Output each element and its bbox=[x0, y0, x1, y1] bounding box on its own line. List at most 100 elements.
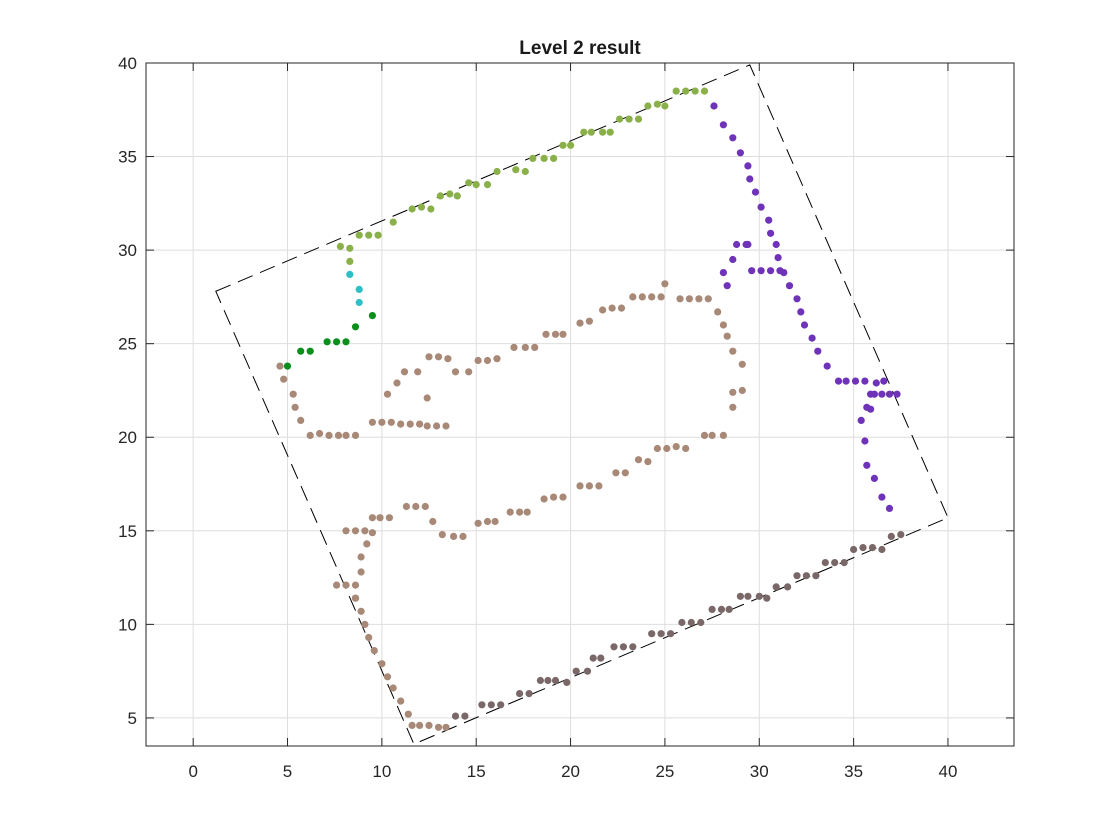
data-point bbox=[436, 192, 444, 200]
data-point bbox=[416, 420, 424, 428]
data-point bbox=[697, 618, 705, 627]
data-point bbox=[442, 723, 450, 731]
data-point bbox=[617, 304, 626, 312]
data-point bbox=[859, 544, 867, 552]
data-point bbox=[868, 544, 877, 552]
data-point bbox=[429, 517, 437, 526]
data-point bbox=[695, 295, 703, 303]
data-point bbox=[434, 723, 443, 731]
data-point bbox=[648, 630, 656, 638]
data-point bbox=[521, 167, 529, 176]
data-point bbox=[333, 338, 341, 346]
data-point bbox=[765, 216, 773, 224]
data-point bbox=[834, 377, 843, 385]
data-point bbox=[434, 353, 443, 361]
data-point bbox=[772, 583, 780, 591]
y-tick-label: 30 bbox=[118, 241, 137, 260]
data-point bbox=[333, 581, 341, 589]
data-point bbox=[784, 583, 792, 591]
data-point bbox=[704, 295, 712, 303]
data-point bbox=[880, 377, 888, 385]
data-point bbox=[685, 295, 694, 303]
data-point bbox=[325, 431, 333, 439]
data-point bbox=[776, 267, 784, 275]
data-point bbox=[397, 420, 405, 428]
data-point bbox=[653, 100, 662, 108]
data-point bbox=[729, 134, 737, 142]
data-point bbox=[397, 697, 405, 705]
data-point bbox=[619, 643, 628, 651]
data-point bbox=[423, 422, 431, 430]
data-point bbox=[870, 474, 879, 482]
data-point bbox=[523, 508, 531, 516]
data-point bbox=[802, 572, 811, 580]
data-point bbox=[540, 495, 548, 503]
data-point bbox=[682, 87, 690, 95]
x-tick-label: 20 bbox=[561, 762, 580, 781]
data-point bbox=[421, 502, 429, 511]
data-point bbox=[451, 712, 460, 720]
data-point bbox=[870, 390, 879, 398]
data-point bbox=[729, 403, 737, 411]
data-point bbox=[725, 605, 733, 614]
data-point bbox=[365, 633, 373, 642]
data-point bbox=[529, 154, 537, 162]
y-tick-label: 25 bbox=[118, 335, 137, 354]
y-tick-label: 40 bbox=[118, 54, 137, 73]
data-point bbox=[744, 592, 752, 600]
data-point bbox=[661, 280, 669, 288]
data-point bbox=[351, 323, 360, 331]
data-point bbox=[474, 519, 482, 527]
data-point bbox=[717, 605, 726, 614]
data-point bbox=[629, 293, 637, 301]
data-point bbox=[412, 502, 420, 511]
data-point bbox=[536, 676, 545, 685]
data-point bbox=[744, 162, 752, 170]
data-point bbox=[763, 594, 771, 602]
data-point bbox=[461, 712, 469, 720]
x-tick-label: 30 bbox=[750, 762, 769, 781]
data-point bbox=[297, 347, 305, 355]
data-point bbox=[589, 654, 597, 662]
data-point bbox=[442, 422, 450, 430]
data-point bbox=[346, 244, 354, 252]
data-point bbox=[400, 368, 409, 376]
data-point bbox=[599, 306, 607, 314]
series-4 bbox=[276, 280, 746, 731]
series-1 bbox=[346, 270, 363, 307]
data-point bbox=[700, 431, 709, 439]
data-point bbox=[719, 269, 728, 277]
data-point bbox=[342, 338, 350, 346]
data-point bbox=[719, 121, 728, 129]
data-point bbox=[323, 338, 331, 346]
data-point bbox=[497, 701, 505, 709]
data-point bbox=[878, 493, 886, 501]
x-tick-label: 25 bbox=[655, 762, 674, 781]
data-point bbox=[355, 231, 363, 239]
data-point bbox=[842, 377, 850, 385]
data-point bbox=[389, 684, 397, 692]
data-point bbox=[687, 618, 695, 627]
data-point bbox=[357, 568, 365, 576]
data-point bbox=[599, 128, 607, 136]
data-point bbox=[678, 618, 686, 627]
data-point bbox=[368, 514, 376, 522]
data-point bbox=[465, 179, 473, 187]
data-point bbox=[629, 643, 637, 651]
x-tick-label: 40 bbox=[938, 762, 957, 781]
data-point bbox=[634, 456, 643, 464]
data-point bbox=[425, 353, 433, 361]
data-point bbox=[793, 572, 801, 580]
data-point bbox=[404, 710, 412, 718]
data-point bbox=[823, 362, 831, 370]
data-point bbox=[465, 368, 473, 376]
data-point bbox=[408, 721, 416, 730]
data-point bbox=[572, 667, 580, 675]
data-point bbox=[648, 293, 656, 301]
series-2 bbox=[283, 312, 376, 370]
data-point bbox=[893, 390, 901, 398]
data-point bbox=[772, 240, 780, 249]
data-point bbox=[812, 572, 820, 580]
data-point bbox=[459, 532, 467, 541]
